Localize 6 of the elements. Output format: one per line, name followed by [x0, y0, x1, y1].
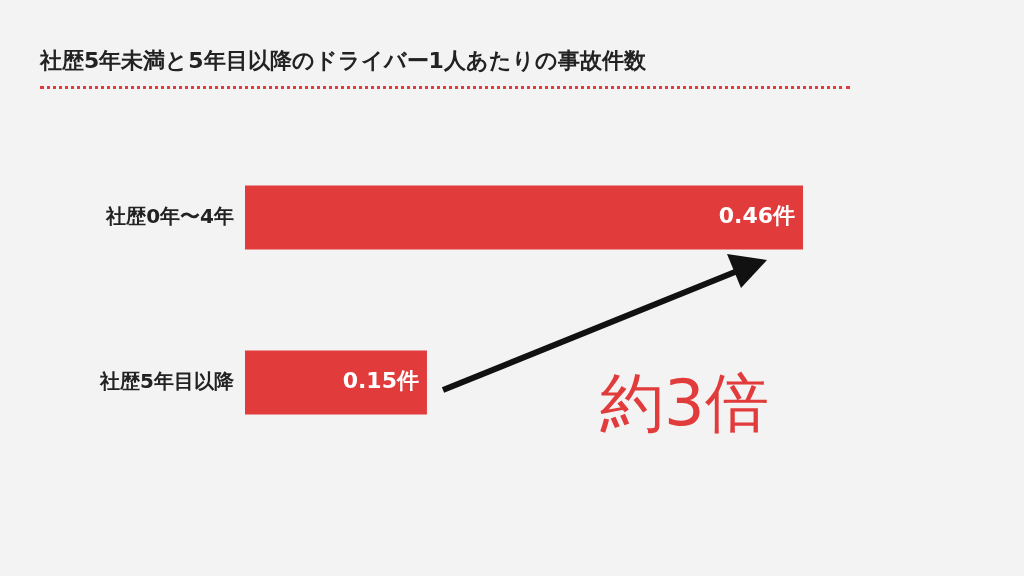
data-label: 0.15件	[342, 368, 419, 394]
annotation: 約3倍	[600, 365, 769, 442]
chart-title: 社歴5年未満と5年目以降のドライバー1人あたりの事故件数	[40, 47, 646, 75]
y-tick-label: 社歴0年〜4年	[105, 203, 234, 228]
y-tick-label: 社歴5年目以降	[99, 368, 235, 393]
data-label: 0.46件	[718, 203, 795, 229]
